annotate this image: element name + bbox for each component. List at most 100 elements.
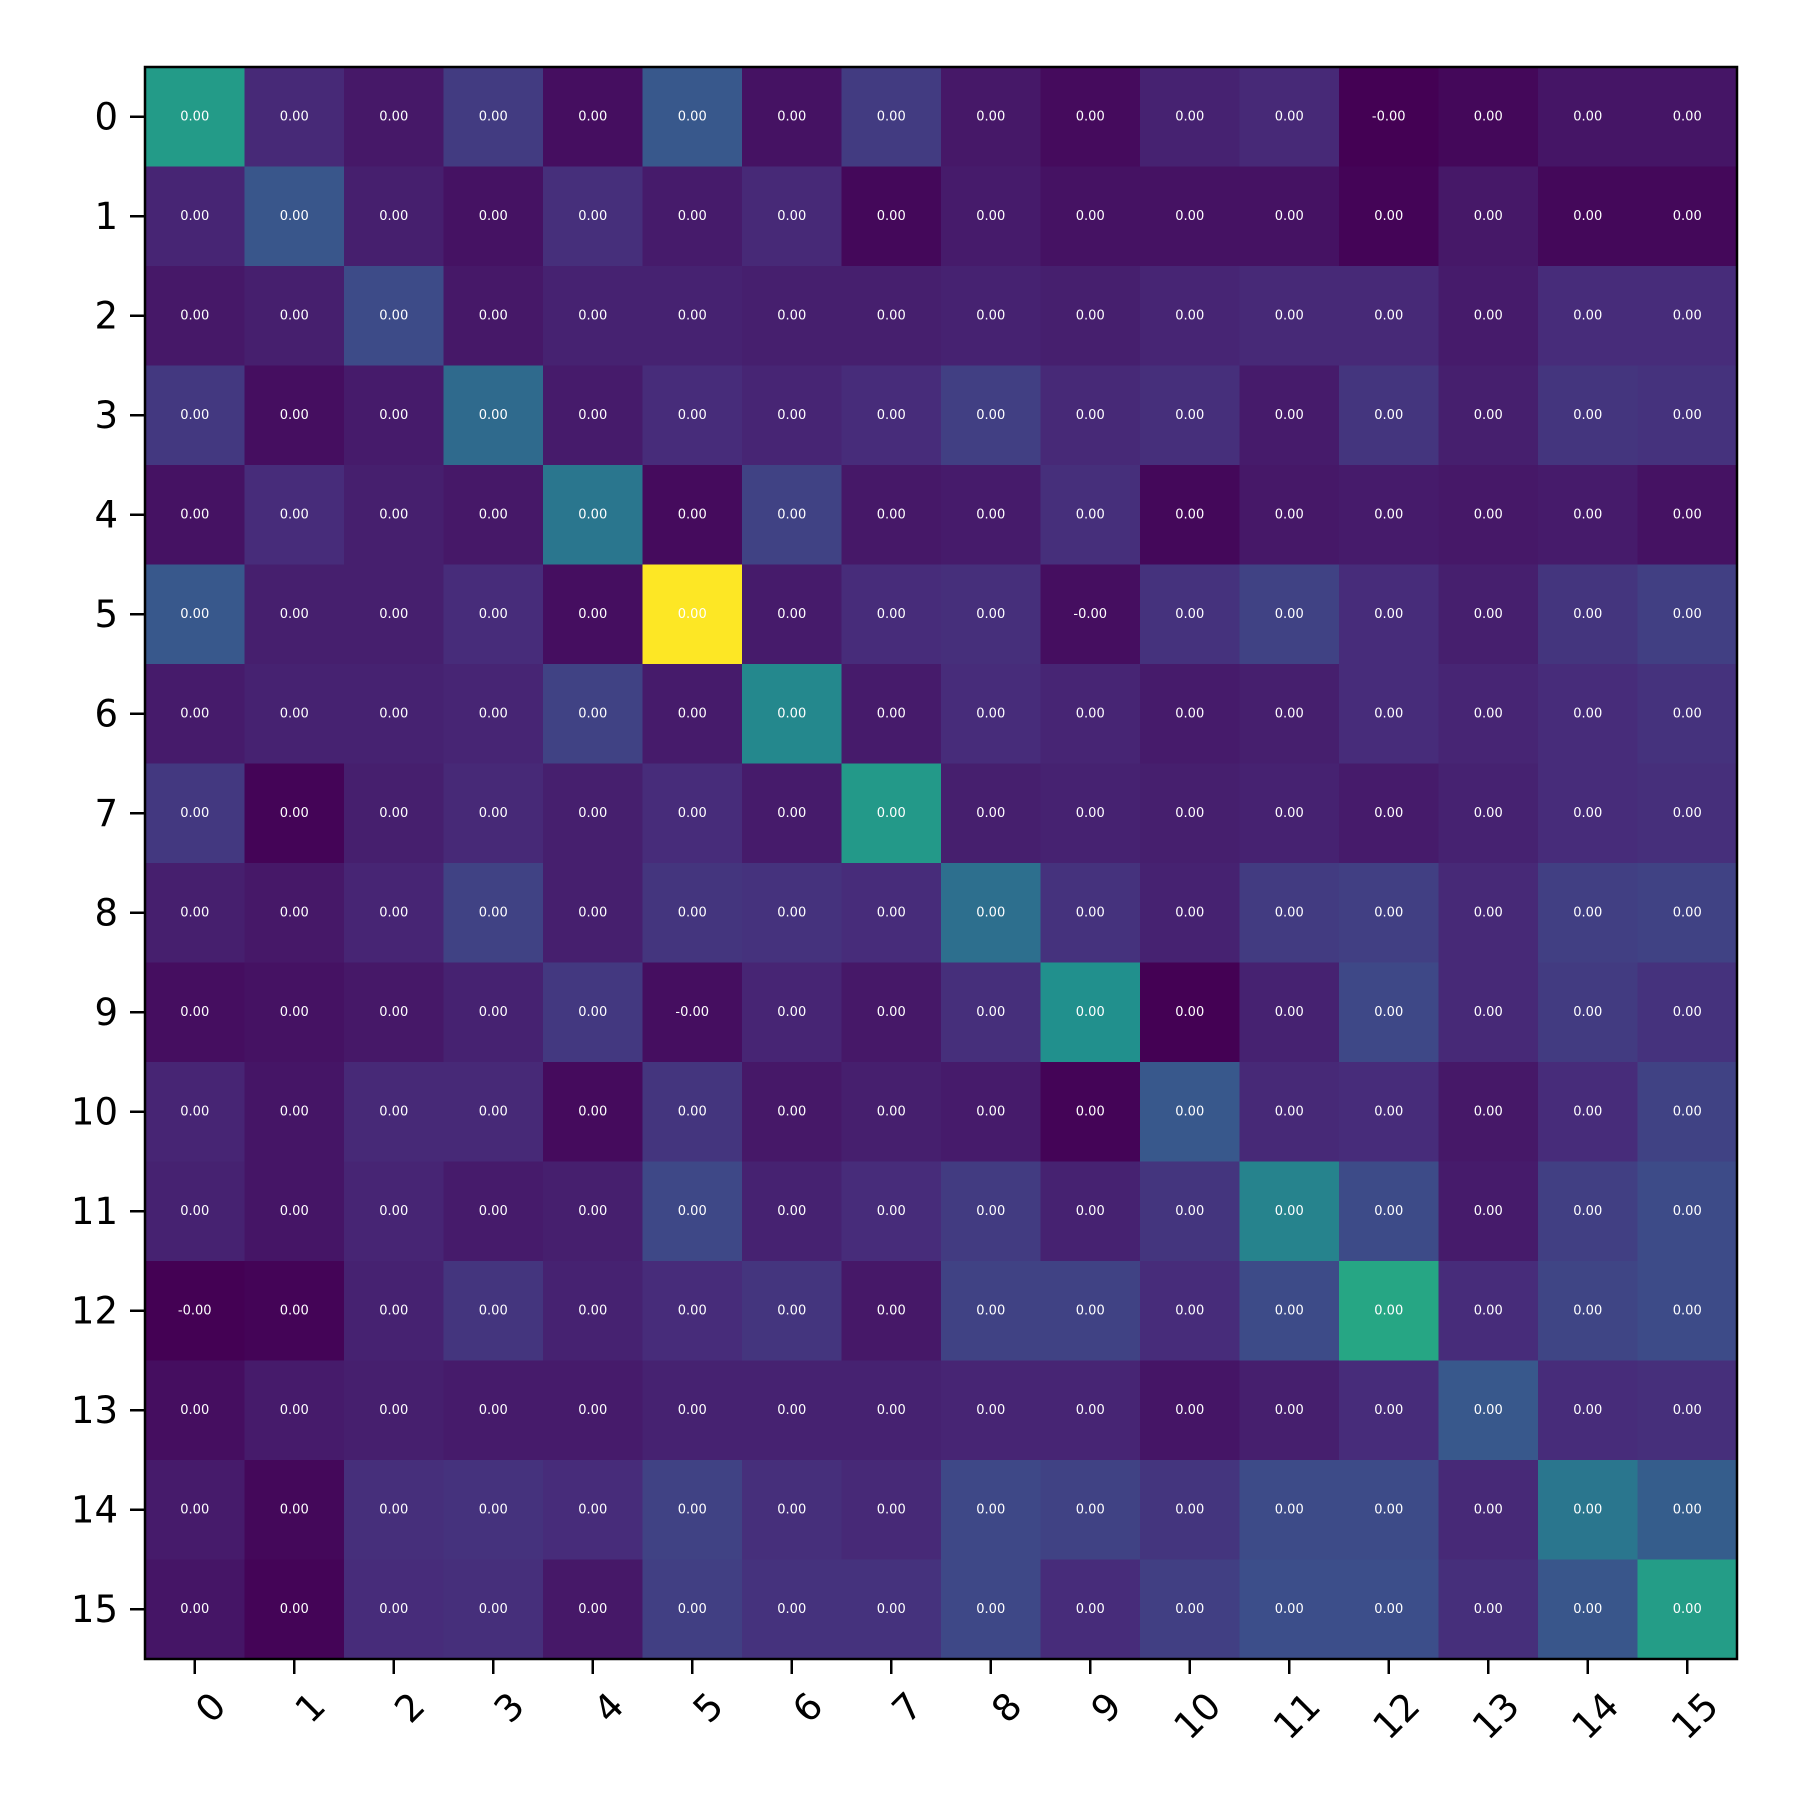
- heatmap-cell-labels: 0.00 0.00 0.00 0.00 0.00 0.00 0.00 0.00 0.00 0.00…: [178, 109, 1702, 1617]
- cell-value-label: 0.00: [777, 1005, 806, 1020]
- heatmap-cell-r10-c5: [642, 1062, 743, 1163]
- y-tick-label: 14: [71, 1488, 118, 1531]
- cell-value-label: 0.00: [1275, 1005, 1304, 1020]
- heatmap-cell-r13-c3: [443, 1360, 544, 1461]
- heatmap-cell-r10-c4: [543, 1062, 644, 1163]
- cell-value-label: 0.00: [1175, 1502, 1204, 1517]
- cell-value-label: 0.00: [180, 905, 209, 920]
- heatmap-cell-r8-c14: [1538, 863, 1639, 964]
- cell-value-label: 0.00: [1175, 308, 1204, 323]
- cell-value-label: 0.00: [379, 1602, 408, 1617]
- cell-value-label: 0.00: [976, 209, 1005, 224]
- heatmap-cell-r13-c1: [244, 1360, 345, 1461]
- cell-value-label: 0.00: [280, 1602, 309, 1617]
- heatmap-cell-r1-c9: [1040, 166, 1141, 267]
- cell-value-label: 0.00: [280, 607, 309, 622]
- cell-value-label: 0.00: [1673, 507, 1702, 522]
- heatmap-cell-r8-c6: [742, 863, 843, 964]
- heatmap-cell-r7-c2: [344, 763, 445, 864]
- heatmap-cell-r9-c15: [1637, 962, 1738, 1063]
- heatmap-cell-r13-c10: [1140, 1360, 1241, 1461]
- cell-value-label: 0.00: [1673, 408, 1702, 423]
- heatmap-cell-r14-c9: [1040, 1460, 1141, 1561]
- heatmap-cell-r4-c5: [642, 465, 743, 566]
- cell-value-label: 0.00: [379, 607, 408, 622]
- cell-value-label: 0.00: [1673, 607, 1702, 622]
- heatmap-cell-r0-c8: [941, 67, 1042, 168]
- heatmap-cell-r14-c11: [1239, 1460, 1340, 1561]
- heatmap-cell-r15-c12: [1339, 1559, 1440, 1660]
- cell-value-label: 0.00: [1474, 1502, 1503, 1517]
- heatmap-cell-r13-c7: [841, 1360, 942, 1461]
- cell-value-label: 0.00: [1673, 308, 1702, 323]
- cell-value-label: 0.00: [1374, 1602, 1403, 1617]
- cell-value-label: 0.00: [1673, 1005, 1702, 1020]
- cell-value-label: 0.00: [777, 1204, 806, 1219]
- heatmap-cell-r7-c12: [1339, 763, 1440, 864]
- heatmap-cell-r14-c10: [1140, 1460, 1241, 1561]
- heatmap-cell-r8-c8: [941, 863, 1042, 964]
- heatmap-cell-r9-c6: [742, 962, 843, 1063]
- cell-value-label: 0.00: [877, 209, 906, 224]
- cell-value-label: 0.00: [1175, 905, 1204, 920]
- cell-value-label: 0.00: [1474, 607, 1503, 622]
- cell-value-label: 0.00: [1474, 408, 1503, 423]
- cell-value-label: 0.00: [678, 1502, 707, 1517]
- heatmap-cell-r5-c5: [642, 564, 743, 665]
- cell-value-label: 0.00: [1076, 109, 1105, 124]
- heatmap-cell-r2-c0: [145, 266, 246, 367]
- cell-value-label: 0.00: [877, 1005, 906, 1020]
- heatmap-cell-r13-c4: [543, 1360, 644, 1461]
- cell-value-label: 0.00: [180, 706, 209, 721]
- heatmap-cell-r7-c5: [642, 763, 743, 864]
- heatmap-cell-r15-c9: [1040, 1559, 1141, 1660]
- cell-value-label: 0.00: [1076, 1204, 1105, 1219]
- cell-value-label: 0.00: [678, 1104, 707, 1119]
- heatmap-cell-r9-c13: [1438, 962, 1539, 1063]
- heatmap-cell-r6-c9: [1040, 664, 1141, 765]
- heatmap-cell-r14-c2: [344, 1460, 445, 1561]
- heatmap-cell-r15-c1: [244, 1559, 345, 1660]
- cell-value-label: 0.00: [1673, 1303, 1702, 1318]
- heatmap-cell-r5-c7: [841, 564, 942, 665]
- y-tick-label: 1: [94, 195, 118, 238]
- cell-value-label: 0.00: [280, 109, 309, 124]
- cell-value-label: 0.00: [1474, 706, 1503, 721]
- cell-value-label: 0.00: [180, 408, 209, 423]
- heatmap-cell-r2-c5: [642, 266, 743, 367]
- cell-value-label: 0.00: [1275, 706, 1304, 721]
- cell-value-label: 0.00: [1474, 1303, 1503, 1318]
- cell-value-label: 0.00: [1374, 209, 1403, 224]
- cell-value-label: 0.00: [1275, 1403, 1304, 1418]
- heatmap-cell-r9-c11: [1239, 962, 1340, 1063]
- cell-value-label: -0.00: [1372, 109, 1406, 124]
- cell-value-label: 0.00: [379, 1204, 408, 1219]
- cell-value-label: 0.00: [1573, 408, 1602, 423]
- heatmap-cell-r4-c9: [1040, 465, 1141, 566]
- cell-value-label: 0.00: [1573, 905, 1602, 920]
- cell-value-label: 0.00: [1175, 1005, 1204, 1020]
- heatmap-cell-r10-c7: [841, 1062, 942, 1163]
- cell-value-label: 0.00: [578, 1005, 607, 1020]
- cell-value-label: 0.00: [1573, 706, 1602, 721]
- cell-value-label: 0.00: [1175, 1204, 1204, 1219]
- heatmap-cell-r10-c8: [941, 1062, 1042, 1163]
- heatmap-cell-r4-c2: [344, 465, 445, 566]
- cell-value-label: 0.00: [1374, 1502, 1403, 1517]
- cell-value-label: 0.00: [1275, 1602, 1304, 1617]
- heatmap-cell-r5-c8: [941, 564, 1042, 665]
- heatmap-cell-r1-c10: [1140, 166, 1241, 267]
- cell-value-label: 0.00: [976, 1104, 1005, 1119]
- cell-value-label: 0.00: [578, 1403, 607, 1418]
- cell-value-label: 0.00: [479, 806, 508, 821]
- heatmap-cell-r11-c6: [742, 1161, 843, 1262]
- heatmap-cell-r3-c5: [642, 365, 743, 466]
- cell-value-label: 0.00: [877, 1303, 906, 1318]
- heatmap-cell-r12-c10: [1140, 1261, 1241, 1362]
- cell-value-label: 0.00: [1374, 408, 1403, 423]
- heatmap-cell-r5-c0: [145, 564, 246, 665]
- heatmap-cell-r6-c1: [244, 664, 345, 765]
- heatmap-cell-r13-c12: [1339, 1360, 1440, 1461]
- heatmap-cell-r3-c11: [1239, 365, 1340, 466]
- cell-value-label: 0.00: [578, 109, 607, 124]
